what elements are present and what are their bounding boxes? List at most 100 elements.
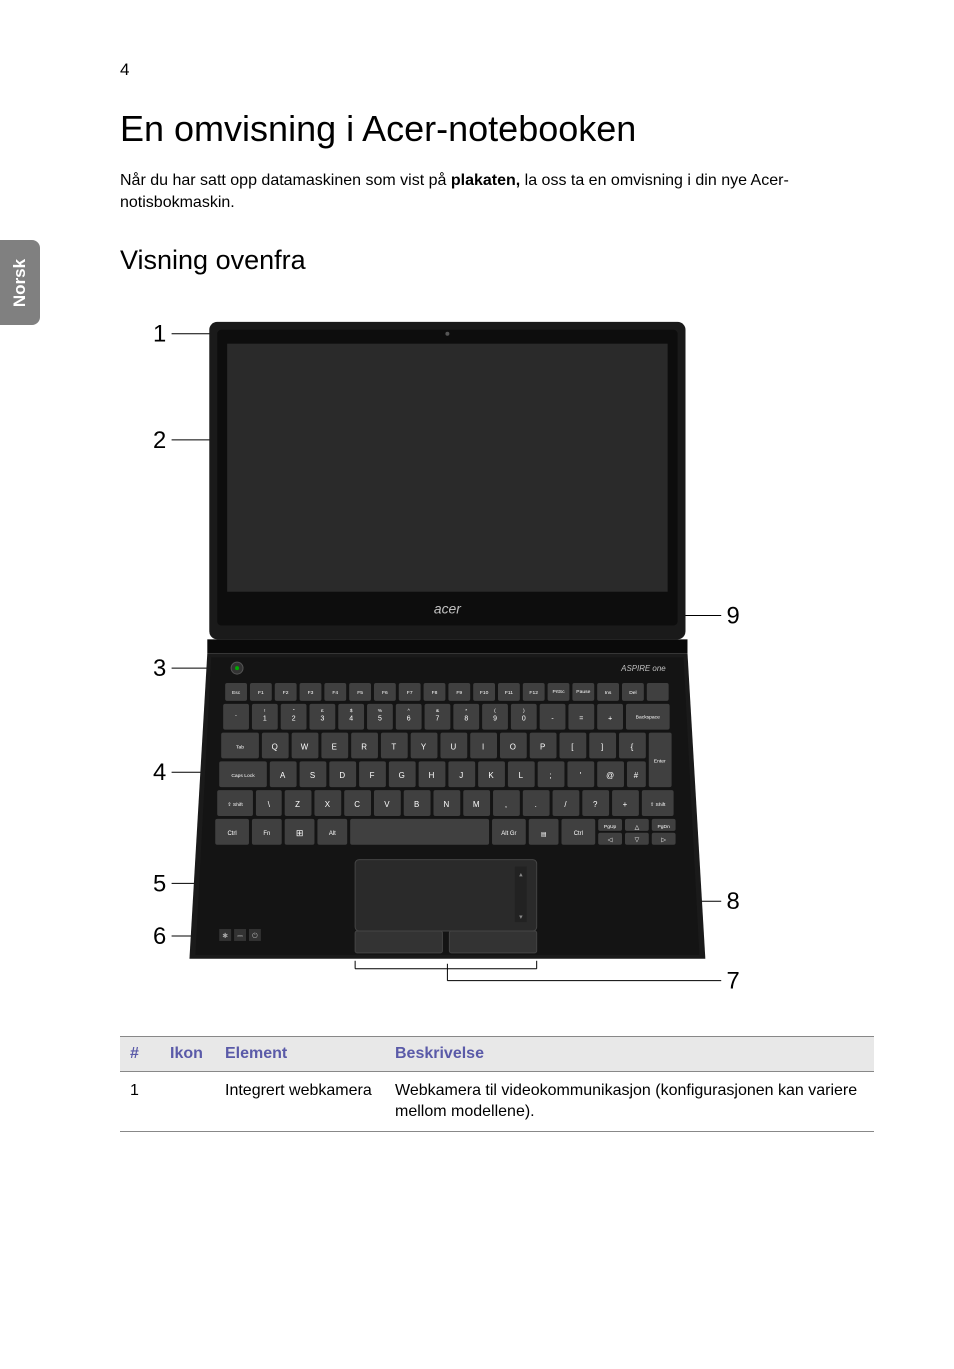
svg-text:F6: F6 bbox=[382, 690, 388, 696]
svg-text:B: B bbox=[414, 800, 419, 809]
svg-text:8: 8 bbox=[464, 716, 468, 723]
svg-text:I: I bbox=[482, 743, 484, 752]
svg-text:T: T bbox=[391, 743, 396, 752]
content-area: En omvisning i Acer-notebooken Når du ha… bbox=[120, 108, 874, 1132]
svg-text:,: , bbox=[505, 800, 507, 809]
cell-desc: Webkamera til videokommunikasjon (konfig… bbox=[385, 1071, 874, 1131]
intro-text-before: Når du har satt opp datamaskinen som vis… bbox=[120, 172, 451, 189]
svg-text:R: R bbox=[361, 743, 367, 752]
svg-text:5: 5 bbox=[153, 871, 166, 898]
svg-text:✱: ✱ bbox=[222, 932, 228, 940]
language-tab-label: Norsk bbox=[10, 258, 30, 306]
svg-text:F: F bbox=[370, 771, 375, 780]
svg-text:Fn: Fn bbox=[263, 831, 270, 837]
svg-text:": " bbox=[293, 708, 295, 714]
svg-text:▤: ▤ bbox=[541, 832, 547, 838]
svg-text:0: 0 bbox=[522, 716, 526, 723]
svg-text:Ctrl: Ctrl bbox=[227, 831, 236, 837]
svg-text:V: V bbox=[384, 800, 390, 809]
svg-text:Ctrl: Ctrl bbox=[574, 831, 583, 837]
intro-bold-word: plakaten, bbox=[451, 172, 520, 189]
svg-text:S: S bbox=[310, 771, 315, 780]
svg-text:3: 3 bbox=[153, 655, 166, 682]
svg-text:K: K bbox=[488, 771, 494, 780]
svg-text:9: 9 bbox=[726, 603, 739, 630]
svg-text:F12: F12 bbox=[529, 690, 538, 696]
svg-text:◁: ◁ bbox=[608, 838, 613, 844]
svg-text:Y: Y bbox=[421, 743, 427, 752]
svg-text:Alt: Alt bbox=[329, 831, 336, 837]
svg-text:Caps Lock: Caps Lock bbox=[231, 773, 255, 779]
svg-text:3: 3 bbox=[320, 716, 324, 723]
col-header-icon: Ikon bbox=[160, 1036, 215, 1071]
svg-text:W: W bbox=[301, 743, 309, 752]
callout-7: 7 bbox=[355, 961, 740, 995]
svg-text:£: £ bbox=[321, 708, 324, 714]
svg-text:-: - bbox=[551, 716, 553, 723]
svg-text:F3: F3 bbox=[308, 690, 314, 696]
svg-text:1: 1 bbox=[153, 321, 166, 348]
svg-text:▾: ▾ bbox=[519, 914, 523, 921]
svg-text:X: X bbox=[325, 800, 331, 809]
svg-text:A: A bbox=[280, 771, 286, 780]
svg-text:4: 4 bbox=[153, 759, 166, 786]
svg-text:=: = bbox=[579, 716, 583, 723]
svg-text:acer: acer bbox=[434, 601, 462, 617]
svg-text:;: ; bbox=[549, 771, 551, 780]
svg-text:7: 7 bbox=[726, 968, 739, 995]
svg-text:Z: Z bbox=[295, 800, 300, 809]
page-title: En omvisning i Acer-notebooken bbox=[120, 108, 874, 150]
svg-text:F7: F7 bbox=[407, 690, 413, 696]
cell-element: Integrert webkamera bbox=[215, 1071, 385, 1131]
svg-text:Esc: Esc bbox=[232, 690, 241, 696]
svg-text:F4: F4 bbox=[332, 690, 338, 696]
svg-text:M: M bbox=[473, 800, 480, 809]
svg-text:#: # bbox=[634, 771, 639, 780]
svg-text:PgUp: PgUp bbox=[604, 824, 617, 830]
svg-text:O: O bbox=[510, 743, 516, 752]
laptop-svg: 1 2 3 4 5 bbox=[120, 306, 874, 1000]
svg-text:H: H bbox=[429, 771, 435, 780]
svg-text:*: * bbox=[465, 708, 467, 714]
svg-text:⇧ Shift: ⇧ Shift bbox=[227, 802, 243, 808]
svg-text:D: D bbox=[339, 771, 345, 780]
svg-text:`: ` bbox=[235, 716, 237, 723]
svg-text:F11: F11 bbox=[505, 690, 513, 696]
svg-text:!: ! bbox=[264, 708, 265, 714]
svg-text:△: △ bbox=[635, 825, 640, 831]
svg-text:9: 9 bbox=[493, 716, 497, 723]
svg-text:L: L bbox=[519, 771, 524, 780]
laptop-illustration: acer ASPIRE one EscF bbox=[189, 322, 705, 959]
svg-text:4: 4 bbox=[349, 716, 353, 723]
svg-text:Backspace: Backspace bbox=[636, 715, 660, 721]
svg-text:5: 5 bbox=[378, 716, 382, 723]
svg-text:?: ? bbox=[593, 800, 598, 809]
section-heading: Visning ovenfra bbox=[120, 245, 874, 276]
svg-text:6: 6 bbox=[153, 923, 166, 950]
svg-text:1: 1 bbox=[263, 716, 267, 723]
svg-text:P: P bbox=[540, 743, 545, 752]
col-header-element: Element bbox=[215, 1036, 385, 1071]
svg-text:Del: Del bbox=[629, 690, 636, 696]
svg-text:⊞: ⊞ bbox=[296, 828, 303, 838]
svg-text:PgDn: PgDn bbox=[657, 824, 670, 830]
svg-text:E: E bbox=[332, 743, 337, 752]
svg-text:+: + bbox=[608, 716, 612, 723]
svg-text:Ins: Ins bbox=[605, 690, 612, 696]
svg-text:PrtSc: PrtSc bbox=[552, 689, 565, 695]
svg-text:Enter: Enter bbox=[654, 759, 666, 765]
svg-text:2: 2 bbox=[292, 716, 296, 723]
svg-text:F9: F9 bbox=[456, 690, 462, 696]
svg-text:2: 2 bbox=[153, 427, 166, 454]
svg-text:.: . bbox=[535, 800, 537, 809]
svg-text:@: @ bbox=[606, 771, 614, 780]
svg-text:⇧ Shift: ⇧ Shift bbox=[650, 802, 666, 808]
intro-paragraph: Når du har satt opp datamaskinen som vis… bbox=[120, 170, 874, 213]
svg-text:F2: F2 bbox=[283, 690, 289, 696]
svg-text:▷: ▷ bbox=[661, 838, 666, 844]
svg-text:F1: F1 bbox=[258, 690, 264, 696]
language-tab: Norsk bbox=[0, 240, 40, 325]
page-number: 4 bbox=[120, 60, 954, 80]
svg-text:Alt Gr: Alt Gr bbox=[501, 831, 516, 837]
table-header-row: # Ikon Element Beskrivelse bbox=[120, 1036, 874, 1071]
